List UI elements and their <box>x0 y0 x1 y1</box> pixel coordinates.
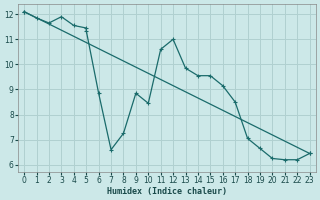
X-axis label: Humidex (Indice chaleur): Humidex (Indice chaleur) <box>107 187 227 196</box>
